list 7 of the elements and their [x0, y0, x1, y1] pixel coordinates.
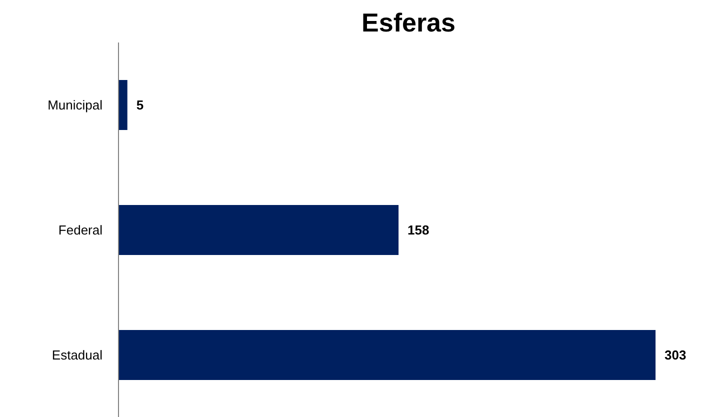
data-label: 5 — [136, 98, 144, 112]
data-label: 158 — [408, 222, 430, 238]
chart-title: Esferas — [362, 8, 456, 38]
y-tick-label: Municipal — [48, 98, 103, 112]
y-tick-label: Federal — [58, 222, 103, 238]
y-tick-label: Estadual — [52, 348, 103, 362]
data-label: 303 — [664, 348, 686, 362]
